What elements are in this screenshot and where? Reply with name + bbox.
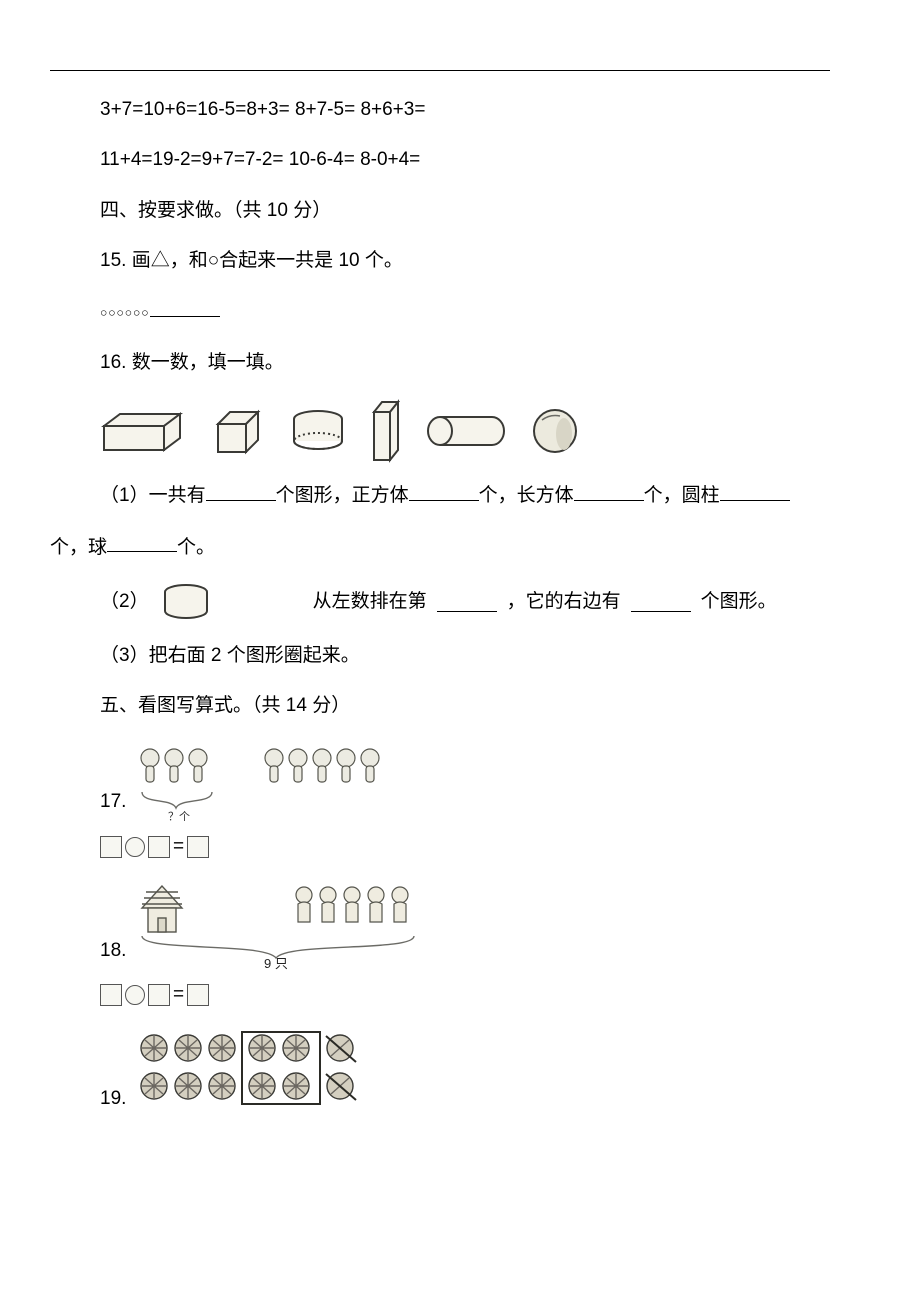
q16-title: 16. 数一数，填一填。 [100,348,870,378]
sphere-icon [530,406,580,456]
cylinder-lying-icon [426,413,508,449]
eq-box[interactable] [100,836,122,858]
q16-part3: （3）把右面 2 个图形圈起来。 [100,641,870,671]
q16-2c: ，它的右边有 [507,587,621,617]
q15-blank[interactable] [150,297,220,318]
q16-1b: 个图形，正方体 [276,485,409,506]
q16-blank-cuboid[interactable] [574,480,644,501]
arith-row-1: 3+7=10+6=16-5=8+3= 8+7-5= 8+6+3= [100,95,870,125]
q18-row: 18. 9 只 [100,880,870,970]
cylinder-inline-icon [159,583,213,621]
q16-part1-tail: 个，球 个。 [50,532,870,563]
equals-sign: = [173,980,184,1010]
q19-figure [134,1028,414,1118]
arith-row-2: 11+4=19-2=9+7=7-2= 10-6-4= 8-0+4= [100,145,870,175]
q16-2b: 从左数排在第 [313,587,427,617]
eq-box[interactable] [187,984,209,1006]
eq-box[interactable] [148,984,170,1006]
q16-blank-sphere[interactable] [107,532,177,553]
q16-blank-right[interactable] [631,591,691,612]
cuboid-tall-icon [370,398,404,464]
q16-blank-cyl[interactable] [720,480,790,501]
q18-caption: 9 只 [264,956,288,970]
q16-part2: （2） 从左数排在第 ，它的右边有 个图形。 [100,583,870,621]
q18-num: 18. [100,936,126,970]
top-rule [50,70,830,71]
cuboid-wide-icon [100,408,190,454]
cube-icon [212,406,266,456]
q19-row: 19. [100,1028,870,1118]
q16-1tb: 个。 [177,536,215,557]
eq-box[interactable] [100,984,122,1006]
q15-circles: ○○○○○○ [100,305,150,319]
q16-1a: （1）一共有 [100,485,206,506]
worksheet-page: 3+7=10+6=16-5=8+3= 8+7-5= 8+6+3= 11+4=19… [0,0,920,1158]
q15-text: 15. 画△，和○合起来一共是 10 个。 [100,246,870,276]
q16-1c: 个，长方体 [479,485,574,506]
q16-blank-total[interactable] [206,480,276,501]
q18-figure: 9 只 [134,880,434,970]
section-4-heading: 四、按要求做。（共 10 分） [100,196,870,226]
q17-num: 17. [100,787,126,821]
q16-part1: （1）一共有 个图形，正方体 个，长方体 个，圆柱 [100,480,870,511]
q16-1d: 个，圆柱 [644,485,720,506]
q19-num: 19. [100,1084,126,1118]
q17-caption: ？个 [168,810,190,822]
q17-eq: = [100,832,870,862]
content-block: 3+7=10+6=16-5=8+3= 8+7-5= 8+6+3= 11+4=19… [50,95,870,1118]
q18-eq: = [100,980,870,1010]
q15-circles-row: ○○○○○○ [100,297,870,328]
eq-box[interactable] [148,836,170,858]
q16-2a: （2） [100,587,149,617]
eq-op[interactable] [125,985,145,1005]
q16-2d: 个图形。 [701,587,777,617]
q17-figure: ？个 [134,742,424,822]
q16-1ta: 个，球 [50,536,107,557]
q16-blank-pos[interactable] [437,591,497,612]
q16-blank-cube[interactable] [409,480,479,501]
eq-op[interactable] [125,837,145,857]
cylinder-short-icon [288,409,348,453]
eq-box[interactable] [187,836,209,858]
section-5-heading: 五、看图写算式。（共 14 分） [100,691,870,721]
equals-sign: = [173,832,184,862]
q17-row: 17. [100,742,870,822]
q16-shapes-row [100,398,870,464]
